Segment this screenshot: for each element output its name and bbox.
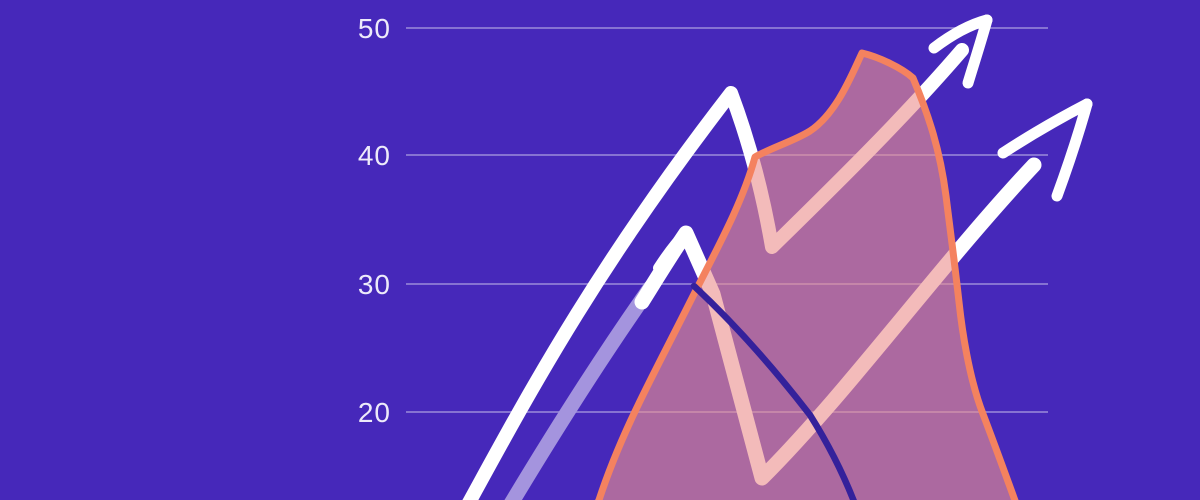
arrow-2-peak-barb-icon <box>653 228 690 273</box>
y-tick-label-40: 40 <box>358 140 391 171</box>
y-tick-label-50: 50 <box>358 13 391 44</box>
declining-line <box>690 282 857 500</box>
arrow-2-head-upper-barb-icon <box>997 98 1093 159</box>
arrow-1-head-lower-barb-icon <box>962 14 993 89</box>
y-axis-tick-labels-group: 50 40 30 20 <box>358 13 391 428</box>
y-tick-label-30: 30 <box>358 269 391 300</box>
arrow-2-lavender-tail <box>504 280 658 500</box>
y-tick-label-20: 20 <box>358 397 391 428</box>
arrow-2-head-lower-barb-icon <box>1051 98 1093 202</box>
area-series <box>595 49 1019 500</box>
